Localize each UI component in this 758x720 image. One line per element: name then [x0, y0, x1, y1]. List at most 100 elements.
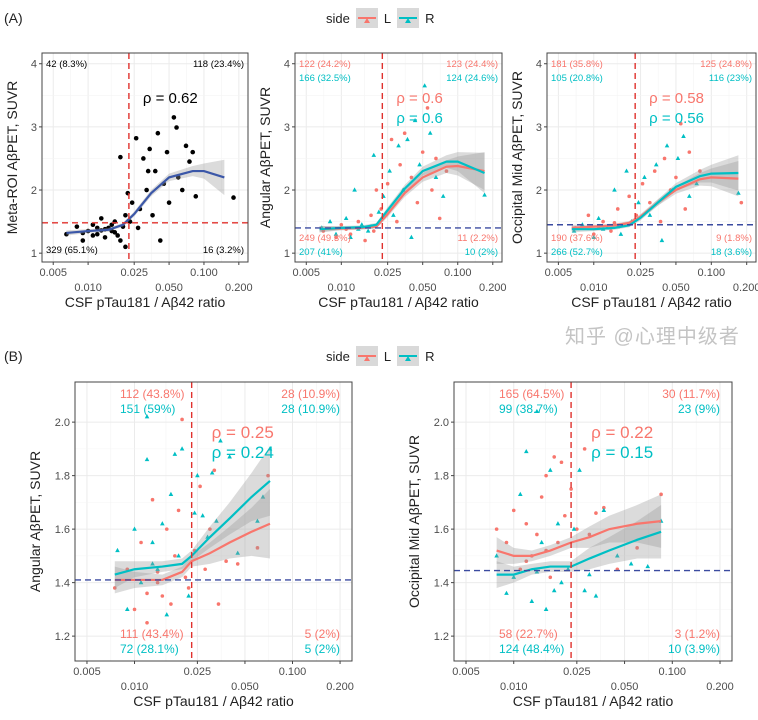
quadrant-count-bl: 329 (65.1%)	[46, 245, 98, 256]
data-point-R	[124, 606, 130, 611]
panel-1: 0.005 0.010 0.025 0.050 0.100 0.200 1 2 3 4 CSF pT…	[4, 52, 253, 310]
data-point-L	[524, 559, 529, 564]
y-tick-label: 1.2	[55, 631, 70, 643]
data-point-R	[115, 547, 120, 553]
data-point-all	[129, 200, 135, 205]
y-tick-label: 2.0	[55, 417, 70, 429]
quadrant-count-tr: 118 (23.4%)	[193, 59, 244, 70]
plot-border	[453, 381, 733, 662]
y-tick-label: 4	[536, 59, 542, 71]
y-tick-label: 1.8	[434, 471, 449, 483]
data-point-L	[425, 106, 430, 110]
data-point-L	[173, 554, 177, 558]
data-point-R	[675, 155, 681, 161]
data-point-L	[176, 508, 181, 513]
x-tick-label: 0.200	[733, 282, 758, 294]
data-point-L	[444, 169, 449, 173]
data-point-R	[618, 231, 624, 236]
x-tick-label: 0.010	[500, 681, 528, 693]
data-point-R	[601, 507, 607, 512]
data-point-L	[348, 232, 353, 237]
data-point-R	[348, 234, 353, 239]
data-point-L	[552, 455, 557, 459]
smooth-line-all	[66, 169, 225, 235]
data-point-all	[193, 194, 199, 199]
data-point-all	[112, 230, 118, 235]
quadrant-count-tr: 124 (24.6%)	[446, 73, 498, 84]
data-point-L	[739, 200, 744, 205]
data-point-R	[255, 518, 260, 523]
data-point-L	[339, 222, 344, 227]
data-point-L	[402, 131, 407, 135]
smooth-line-R	[571, 171, 739, 231]
data-point-L	[504, 540, 509, 545]
legend-label-r: R	[425, 10, 435, 26]
y-tick-label: 1.4	[55, 578, 70, 590]
data-point-R	[150, 561, 155, 566]
data-point-R	[359, 222, 365, 227]
data-point-L	[132, 607, 137, 612]
y-tick-label: 1.2	[434, 631, 449, 643]
data-point-L	[398, 162, 402, 167]
quadrant-count-bl: 111 (43.4%)	[120, 627, 184, 641]
quadrant-count-bl: 266 (52.7%)	[551, 247, 603, 258]
data-point-L	[112, 586, 117, 590]
data-point-R	[422, 83, 427, 88]
data-point-all	[158, 238, 163, 243]
data-point-all	[231, 195, 236, 200]
data-point-all	[118, 154, 123, 160]
data-point-R	[624, 168, 629, 173]
data-point-L	[494, 527, 499, 531]
data-point-R	[587, 571, 592, 577]
data-point-L	[612, 221, 617, 225]
x-tick-label: 0.010	[328, 282, 356, 294]
confidence-ribbon-R	[571, 155, 739, 233]
y-tick-label: 2	[284, 185, 290, 197]
data-point-all	[74, 224, 80, 229]
data-point-R	[612, 187, 617, 192]
data-point-R	[653, 162, 659, 167]
data-point-L	[563, 513, 567, 518]
data-point-L	[648, 200, 652, 205]
rho-label: ρ = 0.15	[591, 443, 653, 462]
x-axis-title: CSF pTau181 / Aβ42 ratio	[133, 693, 294, 709]
data-point-L	[698, 169, 702, 173]
x-tick-label: 0.200	[225, 282, 253, 294]
x-tick-label: 0.025	[627, 267, 655, 279]
data-point-R	[659, 237, 665, 243]
data-point-R	[132, 526, 137, 531]
smooth-line-R	[319, 160, 485, 231]
data-point-R	[736, 190, 741, 195]
data-point-all	[135, 225, 141, 231]
data-point-R	[343, 215, 349, 221]
data-point-L	[559, 460, 564, 465]
x-tick-label: 0.005	[293, 267, 321, 279]
panel-label-a: (A)	[4, 10, 23, 26]
data-point-L	[180, 417, 184, 422]
data-point-L	[658, 219, 663, 224]
data-point-R	[440, 193, 446, 198]
data-point-R	[209, 470, 215, 475]
quadrant-count-tr: 116 (23%)	[709, 73, 752, 84]
x-tick-label: 0.050	[231, 681, 259, 693]
y-tick-label: 2	[31, 185, 37, 197]
quadrant-count-br: 10 (2%)	[465, 247, 498, 258]
data-point-R	[352, 187, 357, 192]
plot-border	[74, 381, 353, 662]
data-point-R	[543, 606, 549, 611]
x-tick-label: 0.100	[279, 666, 307, 678]
x-tick-label: 0.025	[563, 666, 591, 678]
data-point-L	[235, 562, 240, 566]
legend-top: side L R	[326, 8, 434, 28]
data-point-L	[216, 602, 221, 606]
quadrant-count-tl: 181 (35.8%)	[551, 59, 603, 70]
data-point-L	[164, 527, 169, 531]
x-tick-label: 0.050	[155, 282, 183, 294]
y-tick-label: 1	[284, 248, 290, 260]
data-point-R	[539, 539, 544, 545]
data-point-L	[594, 511, 598, 515]
legend-title: side	[326, 10, 350, 26]
data-point-L	[615, 207, 620, 211]
data-point-all	[90, 233, 96, 238]
confidence-ribbon-L	[496, 494, 662, 564]
